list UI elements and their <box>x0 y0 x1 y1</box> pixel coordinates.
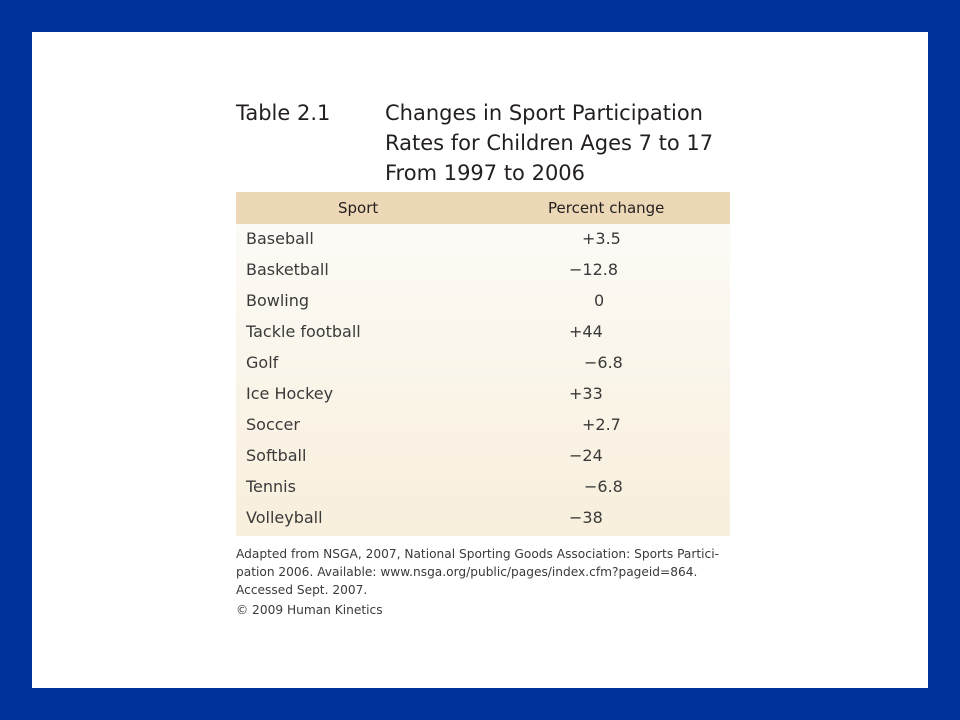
table-row: Bowling 0 <box>236 286 730 317</box>
percent-change-cell: +33 <box>569 384 603 403</box>
table-row: Soccer +2.7 <box>236 410 730 441</box>
table-label: Table 2.1 <box>236 101 331 125</box>
sport-cell: Softball <box>246 446 307 465</box>
percent-change-cell: −6.8 <box>584 477 623 496</box>
title-line: From 1997 to 2006 <box>385 161 586 185</box>
sport-cell: Tennis <box>246 477 296 496</box>
percent-change-cell: +2.7 <box>582 415 621 434</box>
sport-cell: Golf <box>246 353 279 372</box>
percent-change-cell: +3.5 <box>582 229 621 248</box>
sport-cell: Soccer <box>246 415 300 434</box>
table-row: Tennis −6.8 <box>236 472 730 503</box>
source-note: Adapted from NSGA, 2007, National Sporti… <box>236 545 736 599</box>
table-row: Basketball −12.8 <box>236 255 730 286</box>
table-row: Softball −24 <box>236 441 730 472</box>
table-header: Sport Percent change <box>236 192 730 224</box>
copyright: © 2009 Human Kinetics <box>236 603 383 617</box>
data-table: Sport Percent change Baseball +3.5 Basketb… <box>236 192 730 536</box>
sport-cell: Bowling <box>246 291 310 310</box>
sport-cell: Volleyball <box>246 508 323 527</box>
column-header-sport: Sport <box>338 199 379 217</box>
sport-cell: Tackle football <box>246 322 361 341</box>
percent-change-cell: −12.8 <box>569 260 619 279</box>
column-header-percent-change: Percent change <box>548 199 665 217</box>
percent-change-cell: −24 <box>569 446 603 465</box>
source-line: Accessed Sept. 2007. <box>236 583 368 597</box>
title-line: Rates for Children Ages 7 to 17 <box>385 131 714 155</box>
table-row: Ice Hockey +33 <box>236 379 730 410</box>
source-line: Adapted from NSGA, 2007, National Sporti… <box>236 547 719 561</box>
table-body: Baseball +3.5 Basketball −12.8 Bowling 0 Tackl… <box>236 224 730 534</box>
percent-change-cell: −6.8 <box>584 353 623 372</box>
sport-cell: Ice Hockey <box>246 384 334 403</box>
table-row: Volleyball −38 <box>236 503 730 534</box>
table-row: Golf −6.8 <box>236 348 730 379</box>
table-title: Changes in Sport Participation Rates for… <box>385 98 745 188</box>
source-line: pation 2006. Available: www.nsga.org/pub… <box>236 565 698 579</box>
percent-change-cell: +44 <box>569 322 603 341</box>
sport-cell: Baseball <box>246 229 314 248</box>
title-line: Changes in Sport Participation <box>385 101 703 125</box>
percent-change-cell: −38 <box>569 508 603 527</box>
table-row: Tackle football +44 <box>236 317 730 348</box>
percent-change-cell: 0 <box>594 291 605 310</box>
sport-cell: Basketball <box>246 260 329 279</box>
table-row: Baseball +3.5 <box>236 224 730 255</box>
